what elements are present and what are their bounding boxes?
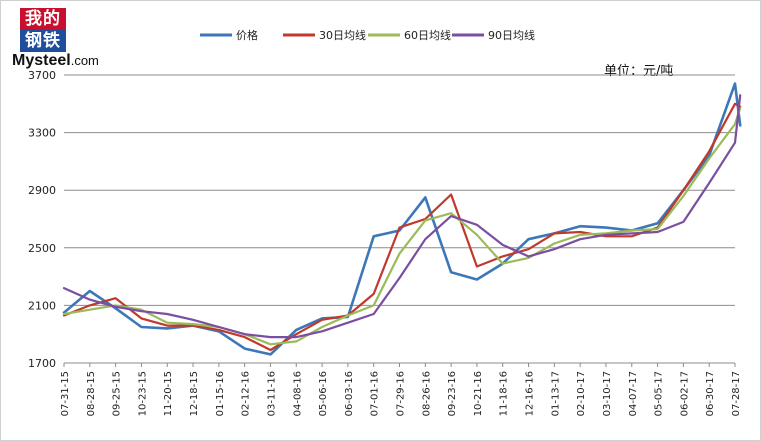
x-tick-label: 02-12-16 xyxy=(241,371,252,416)
x-tick-label: 10-23-15 xyxy=(137,371,148,416)
legend-label: 60日均线 xyxy=(404,28,451,42)
y-tick-label: 1700 xyxy=(28,357,56,370)
series-line xyxy=(62,82,742,356)
x-tick-label: 09-23-16 xyxy=(447,371,458,416)
x-tick-label: 07-29-16 xyxy=(396,371,407,416)
series-line xyxy=(62,94,742,339)
x-tick-label: 01-13-17 xyxy=(550,371,561,416)
x-tick-label: 10-21-16 xyxy=(473,371,484,416)
legend-label: 30日均线 xyxy=(319,28,366,42)
x-tick-label: 11-18-16 xyxy=(499,371,510,416)
y-tick-label: 3700 xyxy=(28,69,56,82)
x-tick-label: 04-07-17 xyxy=(628,371,639,416)
x-tick-label: 06-30-17 xyxy=(705,371,716,416)
x-tick-label: 07-31-15 xyxy=(60,371,71,416)
x-tick-label: 07-28-17 xyxy=(731,371,742,416)
x-tick-label: 06-02-17 xyxy=(679,371,690,416)
x-tick-label: 12-16-16 xyxy=(525,371,536,416)
y-tick-label: 3300 xyxy=(28,127,56,140)
x-tick-label: 08-28-15 xyxy=(86,371,97,416)
logo-brand-name: Mysteel xyxy=(12,52,71,69)
y-tick-label: 2100 xyxy=(28,299,56,312)
logo-line2: 钢铁 xyxy=(20,30,66,52)
y-tick-label: 2500 xyxy=(28,242,56,255)
x-tick-label: 09-25-15 xyxy=(112,371,123,416)
mysteel-logo: 我的 钢铁 Mysteel.com xyxy=(12,8,122,70)
x-tick-label: 12-18-15 xyxy=(189,371,200,416)
logo-line1: 我的 xyxy=(20,8,66,30)
x-tick-label: 07-01-16 xyxy=(370,371,381,416)
x-tick-label: 06-03-16 xyxy=(344,371,355,416)
logo-domain: .com xyxy=(70,53,99,68)
x-tick-label: 05-05-17 xyxy=(654,371,665,416)
y-tick-label: 2900 xyxy=(28,184,56,197)
x-tick-label: 08-26-16 xyxy=(421,371,432,416)
series-line xyxy=(62,106,742,346)
x-tick-label: 04-08-16 xyxy=(292,371,303,416)
x-tick-label: 05-06-16 xyxy=(318,371,329,416)
x-tick-label: 03-10-17 xyxy=(602,371,613,416)
logo-brand: Mysteel.com xyxy=(12,52,99,70)
x-tick-label: 03-11-16 xyxy=(266,371,277,416)
x-tick-label: 02-10-17 xyxy=(576,371,587,416)
x-tick-label: 11-20-15 xyxy=(163,371,174,416)
legend-label: 价格 xyxy=(236,28,258,42)
x-tick-label: 01-15-16 xyxy=(215,371,226,416)
legend-label: 90日均线 xyxy=(488,28,535,42)
